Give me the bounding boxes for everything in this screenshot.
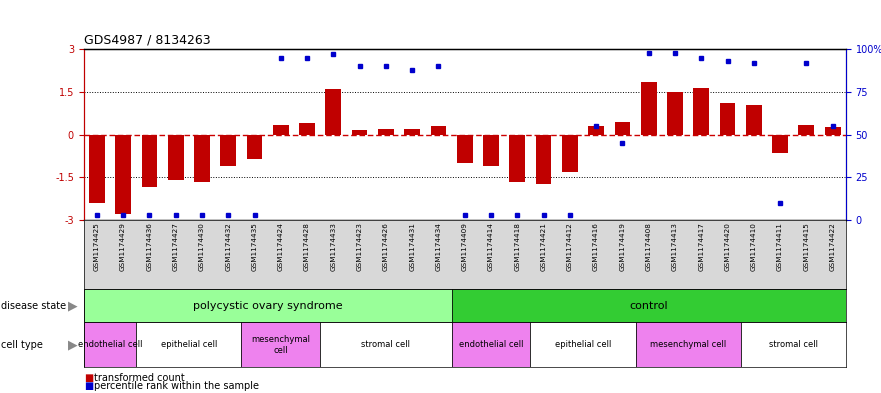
Bar [273, 125, 289, 134]
Bar [772, 134, 788, 153]
Bar [89, 134, 105, 203]
Text: GSM1174425: GSM1174425 [94, 222, 100, 271]
Text: GSM1174412: GSM1174412 [566, 222, 573, 271]
Text: ■: ■ [84, 381, 93, 391]
Text: GSM1174427: GSM1174427 [173, 222, 179, 271]
Bar [84, 289, 452, 322]
Bar [825, 127, 840, 134]
Text: GSM1174419: GSM1174419 [619, 222, 626, 271]
Text: ▶: ▶ [68, 299, 78, 312]
Bar [635, 322, 741, 367]
Bar [241, 322, 320, 367]
Text: GSM1174408: GSM1174408 [646, 222, 652, 271]
Bar [530, 322, 635, 367]
Text: GSM1174432: GSM1174432 [226, 222, 231, 271]
Bar [536, 134, 552, 184]
Text: control: control [629, 301, 668, 310]
Text: GSM1174431: GSM1174431 [409, 222, 415, 271]
Bar [115, 134, 131, 215]
Bar [640, 82, 656, 134]
Text: ▶: ▶ [68, 338, 78, 351]
Text: GSM1174435: GSM1174435 [251, 222, 257, 271]
Text: GSM1174410: GSM1174410 [751, 222, 757, 271]
Bar [457, 134, 472, 163]
Bar [589, 126, 604, 134]
Text: GSM1174417: GSM1174417 [699, 222, 704, 271]
Text: GSM1174430: GSM1174430 [199, 222, 205, 271]
Bar [247, 134, 263, 159]
Text: GSM1174434: GSM1174434 [435, 222, 441, 271]
Text: GSM1174414: GSM1174414 [488, 222, 494, 271]
Text: GSM1174422: GSM1174422 [830, 222, 835, 271]
Bar [431, 126, 447, 134]
Bar [615, 122, 630, 134]
Bar [452, 322, 530, 367]
Bar [137, 322, 241, 367]
Text: ■: ■ [84, 373, 93, 383]
Text: polycystic ovary syndrome: polycystic ovary syndrome [193, 301, 343, 310]
Bar [720, 103, 736, 134]
Text: epithelial cell: epithelial cell [555, 340, 611, 349]
Text: GDS4987 / 8134263: GDS4987 / 8134263 [84, 33, 211, 46]
Text: percentile rank within the sample: percentile rank within the sample [94, 381, 259, 391]
Bar [667, 92, 683, 134]
Text: stromal cell: stromal cell [769, 340, 818, 349]
Bar [300, 123, 315, 134]
Text: GSM1174413: GSM1174413 [672, 222, 678, 271]
Bar [325, 89, 341, 134]
Text: disease state: disease state [1, 301, 66, 310]
Text: mesenchymal
cell: mesenchymal cell [251, 335, 310, 354]
Bar [798, 125, 814, 134]
Text: GSM1174423: GSM1174423 [357, 222, 363, 271]
Bar [741, 322, 846, 367]
Bar [452, 289, 846, 322]
Text: endothelial cell: endothelial cell [459, 340, 523, 349]
Bar [693, 88, 709, 134]
Bar [483, 134, 499, 166]
Bar [378, 129, 394, 134]
Text: stromal cell: stromal cell [361, 340, 411, 349]
Text: transformed count: transformed count [94, 373, 185, 383]
Bar [194, 134, 210, 182]
Bar [509, 134, 525, 182]
Text: endothelial cell: endothelial cell [78, 340, 142, 349]
Text: GSM1174433: GSM1174433 [330, 222, 337, 271]
Text: GSM1174424: GSM1174424 [278, 222, 284, 271]
Text: GSM1174415: GSM1174415 [803, 222, 810, 271]
Text: GSM1174428: GSM1174428 [304, 222, 310, 271]
Text: GSM1174416: GSM1174416 [593, 222, 599, 271]
Text: GSM1174429: GSM1174429 [120, 222, 126, 271]
Text: cell type: cell type [1, 340, 43, 350]
Text: GSM1174436: GSM1174436 [146, 222, 152, 271]
Text: GSM1174420: GSM1174420 [724, 222, 730, 271]
Bar [352, 130, 367, 134]
Bar [562, 134, 578, 172]
Text: GSM1174409: GSM1174409 [462, 222, 468, 271]
Text: mesenchymal cell: mesenchymal cell [650, 340, 726, 349]
Bar [84, 322, 137, 367]
Bar [167, 134, 183, 180]
Text: GSM1174411: GSM1174411 [777, 222, 783, 271]
Text: GSM1174418: GSM1174418 [515, 222, 521, 271]
Text: epithelial cell: epithelial cell [160, 340, 217, 349]
Text: GSM1174421: GSM1174421 [541, 222, 546, 271]
Bar [220, 134, 236, 166]
Bar [142, 134, 158, 187]
Bar [320, 322, 452, 367]
Bar [746, 105, 762, 134]
Text: GSM1174426: GSM1174426 [383, 222, 389, 271]
Bar [404, 129, 420, 134]
